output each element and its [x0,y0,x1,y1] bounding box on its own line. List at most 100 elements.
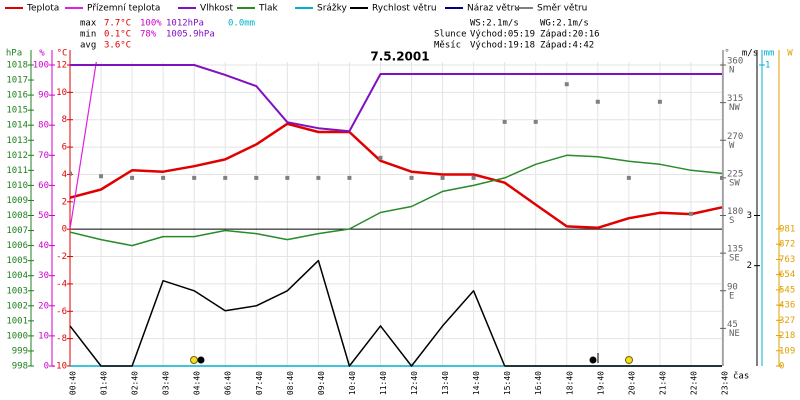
y-tick-label: 872 [779,240,795,250]
y-tick-label: 315 [727,94,743,104]
y-tick-label: 1010 [6,181,28,191]
x-tick-label: 23:40 [721,371,730,395]
series-line [70,259,722,367]
marker [471,175,476,180]
marker [440,175,445,180]
marker [161,175,166,180]
x-tick-label: 12:40 [410,371,419,395]
y-tick-label: 654 [779,270,795,280]
x-tick-label: 14:40 [472,371,481,395]
compass-label: SE [729,254,740,264]
marker [409,175,414,180]
y-tick-label: 1001 [6,316,28,326]
y-tick-label: 0 [62,225,67,235]
y-tick-label: 6 [62,143,67,153]
y-tick-label: 436 [779,301,795,311]
y-tick-label: 1002 [6,301,28,311]
stat-value: 3.6°C [104,41,131,51]
y-tick-label: 1014 [6,121,28,131]
x-tick-label: 18:40 [565,371,574,395]
y-tick-label: 763 [779,255,795,265]
marker [502,119,507,124]
y-tick-label: 1012 [6,151,28,161]
y-tick-label: 1015 [6,106,28,116]
y-tick-label: 3 [747,211,752,221]
x-tick-label: 08:40 [286,371,295,395]
y-tick-label: 50 [38,211,49,221]
y-tick-label: 10 [38,331,49,341]
marker [192,175,197,180]
legend-label: Teplota [26,4,59,14]
x-tick-label: 20:40 [627,371,636,395]
compass-label: SW [729,178,740,188]
info: Západ:4:42 [540,41,594,51]
x-axis-label: čas [733,371,749,382]
sunrise-icon [190,356,198,364]
legend-label: Srážky [317,4,348,14]
axis-title: m/s [742,49,758,59]
y-tick-label: 8 [62,115,67,125]
legend-label: Rychlost větru [372,4,437,14]
y-tick-label: 218 [779,331,795,341]
series-line [70,64,722,133]
y-tick-label: 225 [727,169,743,179]
legend-label: Přízemní teplota [87,4,160,14]
y-tick-label: 180 [727,207,743,217]
compass-label: W [729,141,735,151]
marker [564,82,569,87]
marker [347,175,352,180]
y-tick-label: 45 [727,320,738,330]
info: Měsíc [434,41,461,51]
y-tick-label: 1000 [6,331,28,341]
info: WS:2.1m/s [470,19,519,29]
y-tick-label: 20 [38,301,49,311]
stat-label: max [80,19,97,29]
series-line [70,122,723,230]
y-tick-label: 1016 [6,91,28,101]
y-tick-label: 1 [765,61,770,71]
axis-title: hPa [6,49,22,59]
y-tick-label: -2 [56,252,67,262]
marker [626,175,631,180]
marker [130,175,135,180]
y-tick-label: 1005 [6,256,28,266]
y-tick-label: 360 [727,57,743,67]
y-tick-label: 2 [62,197,67,207]
axis-title: ° [724,49,729,59]
y-tick-label: 1009 [6,196,28,206]
y-tick-label: 60 [38,181,49,191]
x-tick-label: 01:40 [100,371,109,395]
axis-title: % [39,49,45,59]
x-tick-label: 09:40 [317,371,326,395]
x-tick-label: 22:40 [689,371,698,395]
series-line [70,154,723,247]
y-tick-label: 1007 [6,226,28,236]
x-tick-label: 06:40 [224,371,233,395]
legend-label: Náraz větru [467,4,520,14]
axis-title: °C [57,49,68,59]
x-tick-label: 15:40 [503,371,512,395]
y-tick-label: -6 [56,307,67,317]
y-tick-label: -4 [56,279,67,289]
y-tick-label: 1003 [6,286,28,296]
stat-value: 7.7°C [104,19,131,29]
compass-label: N [729,66,734,76]
info: Východ:19:18 [470,41,535,51]
x-tick-label: 13:40 [441,371,450,395]
y-tick-label: 30 [38,271,49,281]
y-tick-label: 1004 [6,271,28,281]
axis-title: W [787,49,793,59]
info: Západ:20:16 [540,30,600,40]
y-tick-label: 0 [44,362,49,372]
y-tick-label: 998 [12,362,28,372]
stat-label: min [80,30,96,40]
y-tick-label: 70 [38,151,49,161]
x-tick-label: 03:40 [162,371,171,395]
x-tick-label: 10:40 [348,371,357,395]
stat-value: 0.1°C [104,30,131,40]
y-tick-label: 999 [12,346,28,356]
y-tick-label: 10 [56,88,67,98]
stat-value: 1012hPa [166,19,204,29]
y-tick-label: 1018 [6,61,28,71]
